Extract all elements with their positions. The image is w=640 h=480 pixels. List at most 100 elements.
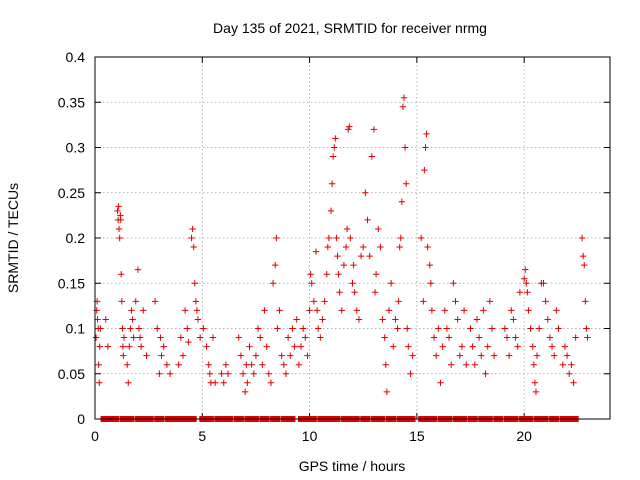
data-point [548,343,556,350]
data-point [220,379,227,386]
data-point [92,334,100,341]
data-point [532,388,540,396]
y-tick-label: 0.2 [66,230,86,246]
data-point [375,225,382,233]
data-point [435,325,442,332]
data-point [319,316,326,323]
data-point [269,280,277,287]
data-point [137,343,145,350]
data-point [353,307,360,314]
data-point [203,343,210,350]
data-point [503,334,511,341]
data-point [409,352,416,359]
data-point [486,298,494,305]
data-point [345,126,352,133]
data-point [522,266,529,273]
data-point [463,361,470,368]
data-point [355,316,363,323]
data-point [371,289,379,296]
data-point [445,334,453,341]
data-point [421,166,428,174]
data-point [130,334,137,341]
data-point [299,325,307,332]
x-tick-label: 5 [198,428,206,444]
data-point [448,361,455,368]
y-tick-labels: 0 0.05 0.1 0.15 0.2 0.25 0.3 0.35 0.4 [58,49,85,427]
data-point [323,271,330,278]
data-point [551,352,558,359]
data-point [117,216,124,224]
data-point [484,343,491,350]
data-point [514,343,521,350]
data-point [184,325,191,332]
data-point [382,361,389,368]
data-point [546,334,554,341]
data-point [126,343,133,350]
data-point [407,370,414,377]
data-point [568,361,575,368]
x-tick-label: 0 [91,428,99,444]
data-point [478,352,485,359]
data-point [194,316,202,323]
data-point [329,153,337,160]
data-point [346,123,353,130]
data-point [321,298,328,305]
data-point [338,307,345,314]
y-tick-label: 0.1 [66,321,86,337]
data-points [92,94,591,396]
data-point [404,325,411,332]
data-point [427,280,435,287]
data-point [324,243,332,251]
data-point [200,325,207,332]
data-point [533,352,541,359]
data-point [276,307,283,314]
data-point [508,307,515,314]
data-point [284,334,292,341]
data-point [357,252,365,260]
data-point [120,352,127,359]
data-point [460,307,468,314]
data-point [118,298,126,305]
data-point [273,234,280,242]
data-point [362,189,369,196]
data-point [257,334,264,341]
data-point [177,334,185,341]
data-point [181,307,189,314]
data-point [211,379,219,386]
data-point [119,325,126,332]
data-point [267,379,275,386]
data-point [372,271,380,278]
data-point [134,266,142,273]
data-point [189,225,196,233]
data-point [160,343,167,350]
data-point [456,352,463,359]
data-point [312,248,320,255]
data-point [370,126,378,133]
data-point [505,352,513,359]
data-point [308,280,315,287]
data-point [282,370,290,377]
y-tick-label: 0 [77,411,85,427]
y-tick-label: 0.05 [58,366,85,382]
data-point [579,252,587,260]
data-point [392,316,399,323]
data-point [328,180,336,187]
data-point [259,361,266,368]
data-point [243,361,250,368]
x-axis-title: GPS time / hours [299,458,406,474]
data-point [525,307,532,314]
data-point [136,334,144,341]
data-point [192,298,200,305]
data-point [307,271,314,278]
data-point [93,307,100,314]
data-point [578,234,586,242]
data-point [116,234,123,242]
data-point [530,361,538,368]
data-point [274,325,281,332]
data-point [104,343,112,350]
data-point [154,325,161,332]
y-tick-label: 0.4 [66,49,86,65]
y-tick-label: 0.3 [66,140,86,156]
data-point [127,325,134,332]
data-point [132,298,139,305]
